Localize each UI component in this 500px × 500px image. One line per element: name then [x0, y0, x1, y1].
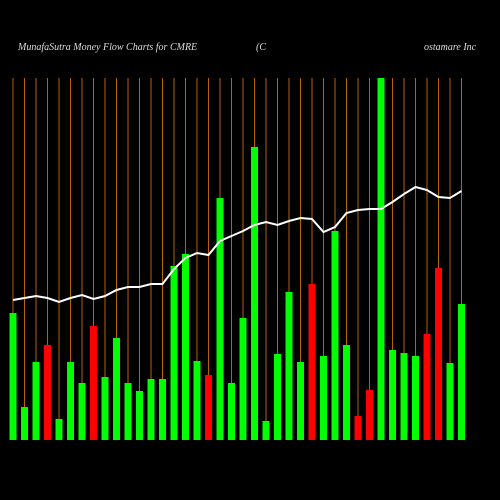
bar: [32, 362, 40, 440]
bar: [412, 356, 419, 440]
bar: [44, 345, 51, 440]
bar: [78, 383, 86, 440]
bar: [274, 354, 281, 440]
chart-subtitle: ostamare Inc: [424, 42, 477, 53]
bar: [170, 266, 178, 440]
bar: [297, 362, 304, 440]
bar: [285, 292, 293, 440]
bar: [67, 362, 74, 440]
bar: [366, 390, 373, 440]
bar: [9, 313, 17, 440]
bar: [389, 350, 396, 440]
bar: [239, 318, 247, 440]
bar: [90, 326, 97, 440]
bar: [400, 353, 408, 440]
bar: [136, 391, 143, 440]
chart-subtitle: (C: [256, 42, 266, 53]
bar: [147, 379, 155, 440]
bar: [262, 421, 270, 440]
bar: [377, 78, 385, 440]
bar: [343, 345, 350, 440]
bar: [113, 338, 120, 440]
bar: [354, 416, 362, 440]
bar: [458, 304, 465, 440]
bar: [435, 268, 442, 440]
bar: [228, 383, 235, 440]
bar: [331, 231, 339, 440]
bar: [423, 334, 431, 440]
bar: [124, 383, 132, 440]
bar: [193, 361, 201, 440]
bar: [216, 198, 224, 440]
bar: [308, 284, 316, 440]
flow-line: [12, 185, 463, 304]
bar: [101, 377, 109, 440]
bar: [21, 407, 28, 440]
bar: [182, 254, 189, 440]
chart-title: MunafaSutra Money Flow Charts for CMRE: [17, 42, 197, 53]
bar: [55, 419, 63, 440]
bar: [159, 379, 166, 440]
bar: [205, 375, 212, 440]
bar: [320, 356, 327, 440]
bar: [446, 363, 454, 440]
bar: [251, 147, 258, 440]
